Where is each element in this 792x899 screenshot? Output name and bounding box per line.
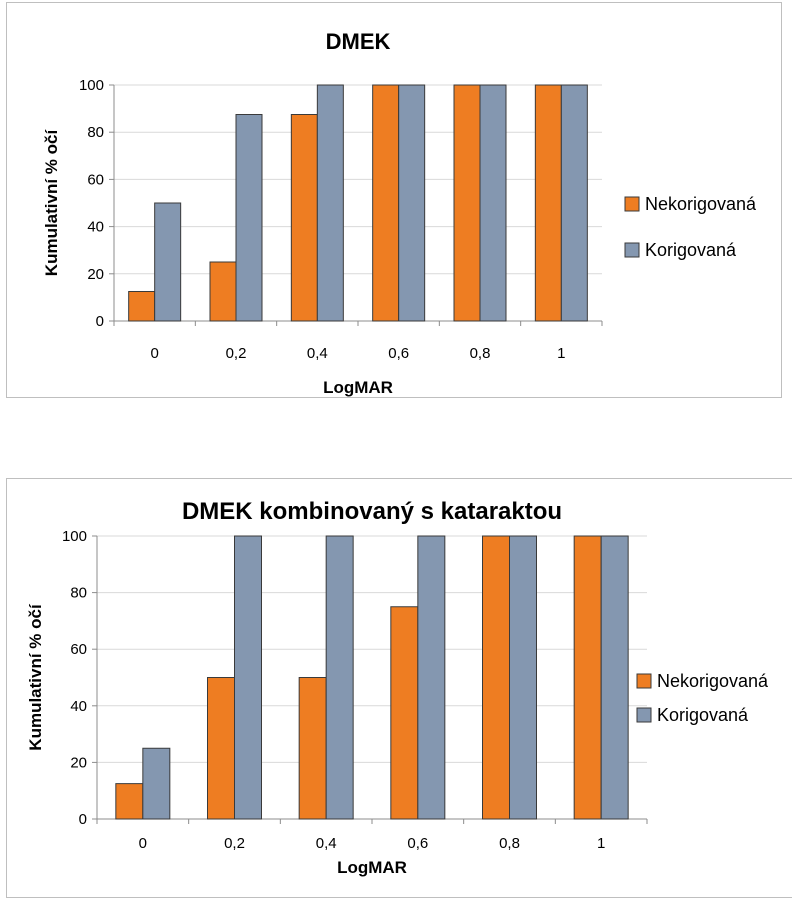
bar-nekorigovana-5 <box>573 535 602 820</box>
bar-nekorigovana-2 <box>290 114 318 322</box>
bar-korigovana-4 <box>479 84 507 322</box>
bar-korigovana-5 <box>560 84 588 322</box>
y-tick-label: 0 <box>96 313 104 330</box>
y-tick-label: 100 <box>79 77 104 94</box>
x-tick-label: 0 <box>150 345 158 362</box>
y-axis-label: Kumulativní % očí <box>26 603 45 751</box>
bar-korigovana-2 <box>325 535 354 820</box>
legend-label-nekorigovana: Nekorigovaná <box>657 671 769 691</box>
x-tick-label: 0,4 <box>316 835 337 852</box>
y-tick-label: 80 <box>87 124 104 141</box>
x-tick-label: 0,4 <box>307 345 328 362</box>
y-tick-label: 60 <box>87 171 104 188</box>
y-tick-label: 20 <box>70 754 87 771</box>
bar-korigovana-3 <box>417 535 446 820</box>
y-tick-label: 40 <box>87 219 104 236</box>
bar-nekorigovana-0 <box>115 783 144 820</box>
bar-korigovana-2 <box>316 84 344 322</box>
bar-nekorigovana-1 <box>209 261 237 322</box>
bar-korigovana-1 <box>234 535 262 820</box>
legend-label-korigovana: Korigovaná <box>657 705 749 725</box>
legend-swatch-korigovana <box>624 242 640 258</box>
bar-nekorigovana-4 <box>482 535 510 820</box>
bar-nekorigovana-1 <box>207 677 235 820</box>
chart-panel-dmek: DMEK 0 20 40 60 80 100 0 0,2 0,4 0,6 0,8 1 LogMAR Kumu… <box>6 2 782 398</box>
y-axis-label: Kumulativní % očí <box>42 129 61 277</box>
x-tick-label: 0,8 <box>470 345 491 362</box>
chart-title: DMEK <box>326 29 391 54</box>
bar-korigovana-4 <box>509 535 537 820</box>
y-tick-label: 100 <box>62 528 87 545</box>
x-tick-label: 0,2 <box>224 835 245 852</box>
x-axis-label: LogMAR <box>337 858 407 877</box>
y-tick-label: 20 <box>87 266 104 283</box>
bar-nekorigovana-3 <box>390 606 419 820</box>
x-tick-label: 0,8 <box>499 835 520 852</box>
bar-nekorigovana-4 <box>453 84 481 322</box>
bar-korigovana-1 <box>235 114 263 322</box>
y-tick-label: 80 <box>70 585 87 602</box>
bar-korigovana-3 <box>398 84 426 322</box>
bar-korigovana-5 <box>600 535 629 820</box>
x-axis-label: LogMAR <box>323 378 393 397</box>
chart-title: DMEK kombinovaný s kataraktou <box>182 498 562 525</box>
bar-nekorigovana-0 <box>128 291 156 322</box>
chart-panel-dmek-kataraktou: DMEK kombinovaný s kataraktou 0 20 40 60 80 10… <box>6 478 792 898</box>
y-tick-label: 60 <box>70 641 87 658</box>
legend-label-korigovana: Korigovaná <box>645 240 737 260</box>
x-tick-label: 1 <box>557 345 565 362</box>
bar-korigovana-0 <box>142 747 171 820</box>
legend-swatch-korigovana <box>636 707 652 723</box>
bar-nekorigovana-2 <box>298 677 327 820</box>
legend-swatch-nekorigovana <box>624 196 640 212</box>
bar-korigovana-0 <box>154 202 182 322</box>
y-tick-label: 40 <box>70 698 87 715</box>
legend-label-nekorigovana: Nekorigovaná <box>645 194 757 214</box>
x-tick-label: 0 <box>139 835 147 852</box>
legend-swatch-nekorigovana <box>636 673 652 689</box>
y-tick-label: 0 <box>79 811 87 828</box>
x-tick-label: 1 <box>597 835 605 852</box>
x-tick-label: 0,6 <box>388 345 409 362</box>
chart-dmek: DMEK 0 20 40 60 80 100 0 0,2 0,4 0,6 0,8 1 LogMAR Kumu… <box>42 29 757 397</box>
bar-nekorigovana-3 <box>372 84 400 322</box>
chart-dmek-kataraktou: DMEK kombinovaný s kataraktou02040608010… <box>26 498 769 877</box>
x-tick-label: 0,2 <box>226 345 247 362</box>
x-tick-label: 0,6 <box>407 835 428 852</box>
bar-nekorigovana-5 <box>534 84 562 322</box>
